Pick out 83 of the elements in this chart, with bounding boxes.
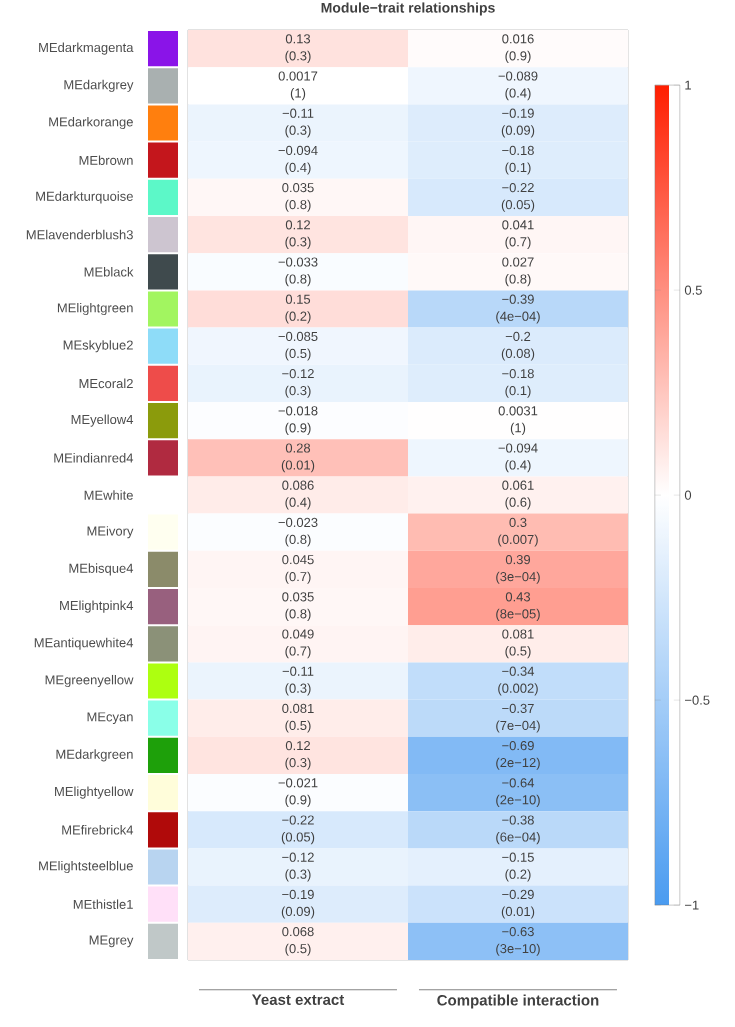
data-label: −0.37 (7e−04) [496,703,540,733]
data-label: −0.29 (0.01) [501,889,535,919]
chart-title: Module−trait relationships [321,2,495,16]
y-tick-label: MEantiquewhite4 [34,637,134,650]
color-bar-label: 0 [684,490,692,500]
data-label: 0.15 (0.2) [285,294,311,324]
data-label: −0.085 (0.5) [278,331,318,361]
x-tick-label: Yeast extract [251,994,345,1005]
data-label: −0.18 (0.1) [502,145,534,175]
data-label: −0.12 (0.3) [282,852,314,882]
y-tick-label: MEdarkorange [49,116,133,130]
color-bar-label: 0.5 [684,285,702,295]
data-label: −0.2 (0.08) [501,331,535,361]
data-label: −0.11 (0.3) [282,108,314,138]
data-label: 0.081 (0.5) [282,703,314,733]
y-tick-label: MElightyellow [55,786,134,799]
data-label: −0.19 (0.09) [501,108,535,138]
data-label: 0.3 (0.007) [498,517,538,547]
y-tick-label: MEgreenyellow [45,674,134,688]
x-tick-label: Compatible interaction [437,994,599,1009]
data-label: −0.018 (0.9) [278,406,318,435]
y-tick-label: MEdarkturquoise [36,191,133,204]
color-bar-label: −1 [685,900,699,910]
data-label: −0.094 (0.4) [278,145,318,175]
data-label: 0.027 (0.8) [502,257,534,287]
y-tick-label: MEbrown [79,155,133,165]
data-label: 0.28 (0.01) [281,443,315,473]
data-label: −0.19 (0.09) [281,889,315,919]
color-bar-label: 1 [685,80,691,90]
y-tick-label: MEwhite [84,490,133,500]
y-tick-label: MEindianred4 [54,453,134,463]
data-label: −0.094 (0.4) [498,443,538,473]
data-label: 0.035 (0.8) [282,183,314,212]
data-label: −0.64 (2e−10) [496,778,540,807]
data-label: 0.081 (0.5) [502,629,534,659]
color-bar-label: −0.5 [685,695,710,705]
data-label: 0.39 (3e−04) [496,555,540,584]
data-label: 0.0017 (1) [278,71,318,101]
y-tick-label: MEdarkmagenta [39,42,134,55]
data-label: −0.11 (0.3) [282,666,314,696]
data-label: 0.43 (8e−05) [496,592,540,621]
data-label: −0.089 (0.4) [498,71,538,101]
data-label: 0.13 (0.3) [285,34,311,63]
y-tick-label: MElightsteelblue [39,860,133,874]
y-tick-label: MElavenderblush3 [26,229,133,240]
data-label: 0.035 (0.8) [282,592,314,621]
data-label: −0.22 (0.05) [281,815,315,845]
data-label: 0.086 (0.4) [282,480,314,510]
data-label: −0.39 (4e−04) [496,294,540,324]
data-label: 0.041 (0.7) [502,220,534,249]
y-tick-label: MEbisque4 [69,563,134,576]
data-label: 0.016 (0.9) [502,34,534,63]
data-label: −0.63 (3e−10) [496,927,540,956]
data-label: −0.34 (0.002) [498,666,538,696]
y-tick-label: MEyellow4 [71,414,134,427]
y-tick-label: MElightpink4 [60,600,134,613]
data-label: −0.69 (2e−12) [496,741,540,770]
data-label: 0.045 (0.7) [282,555,314,584]
y-tick-label: MEfirebrick4 [62,825,134,835]
y-tick-label: MEivory [87,526,134,539]
y-tick-label: MEblack [84,267,134,277]
data-label: −0.023 (0.8) [278,517,318,547]
y-tick-label: MEcyan [87,712,133,725]
data-label: −0.38 (6e−04) [496,815,540,845]
data-label: 0.12 (0.3) [285,220,311,249]
y-tick-label: MEthistle1 [73,899,133,909]
data-label: −0.22 (0.05) [501,183,535,212]
data-label: 0.049 (0.7) [282,629,314,659]
data-label: 0.0031 (1) [498,406,538,435]
data-label: −0.18 (0.1) [502,369,534,398]
y-tick-label: MEskyblue2 [63,340,133,353]
y-tick-label: MEcoral2 [79,378,133,389]
y-tick-label: MEdarkgrey [64,79,134,92]
y-tick-label: MElightgreen [57,302,133,316]
data-label: 0.12 (0.3) [285,741,311,770]
data-label: −0.021 (0.9) [278,778,318,807]
data-label: 0.068 (0.5) [282,927,314,956]
data-label: −0.12 (0.3) [282,369,314,398]
data-label: −0.033 (0.8) [278,257,318,287]
data-label: −0.15 (0.2) [502,852,534,882]
y-tick-label: MEgrey [89,935,134,948]
y-tick-label: MEdarkgreen [56,749,133,762]
data-label: 0.061 (0.6) [502,480,534,510]
